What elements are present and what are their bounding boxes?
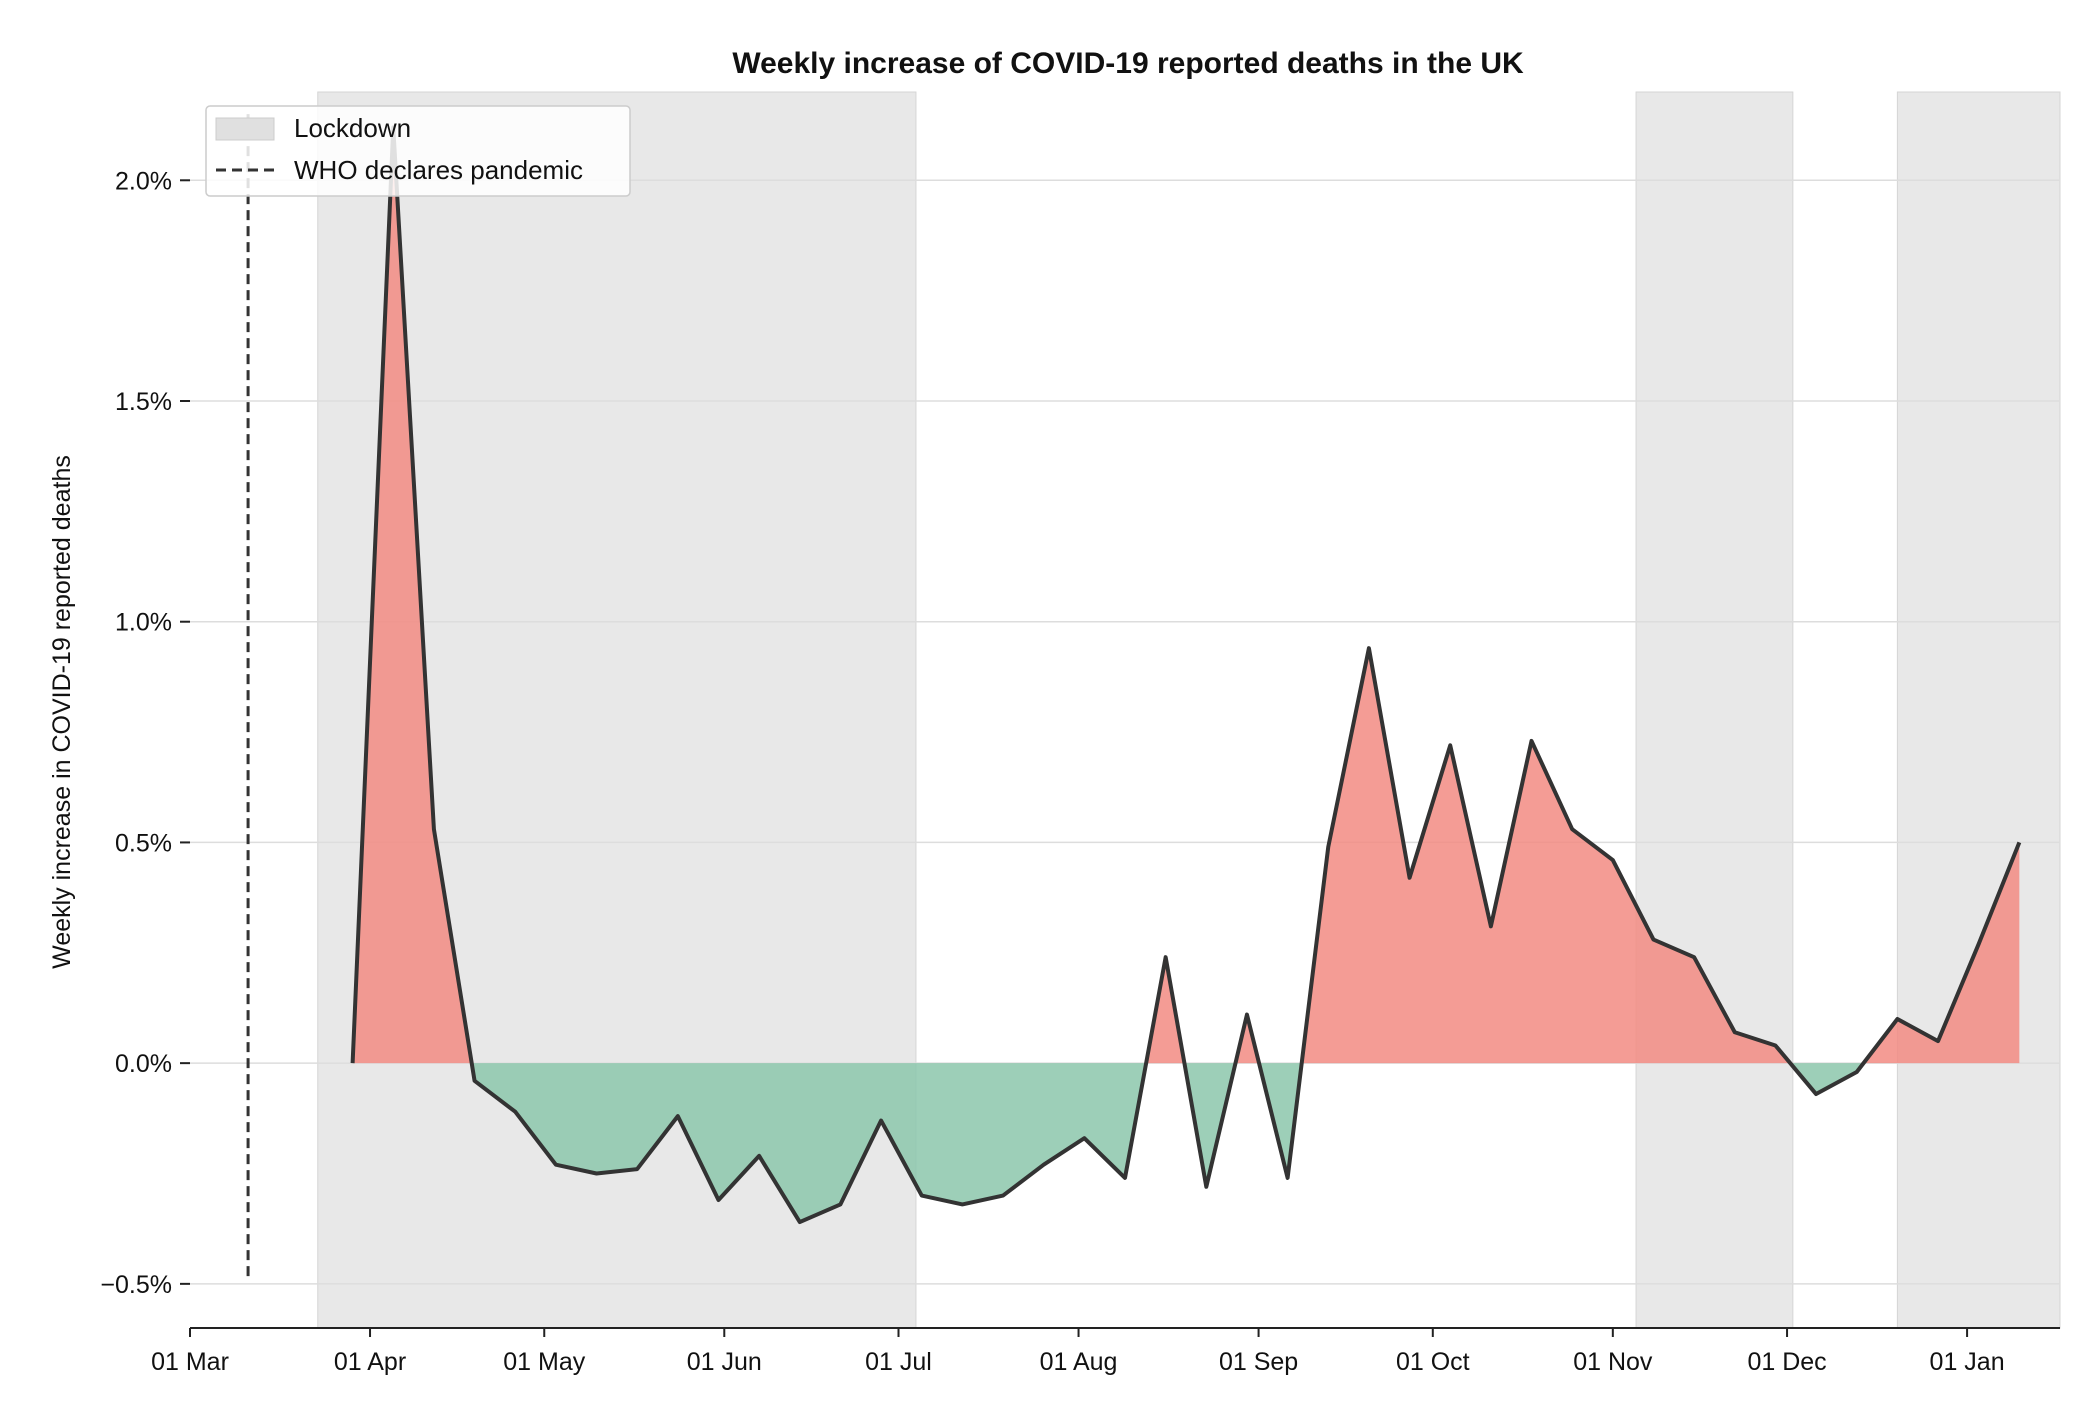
y-tick-label-2: 0.5% bbox=[115, 829, 172, 857]
x-tick-label-3: 01 Jun bbox=[687, 1348, 762, 1376]
positive-area-6 bbox=[1301, 648, 1791, 1064]
weekly-increase-line bbox=[350, 125, 2022, 1225]
positive-area-4 bbox=[1235, 1014, 1260, 1064]
positive-area-0 bbox=[352, 127, 472, 1064]
negative-area-3 bbox=[1184, 1063, 1236, 1187]
y-tick-label-0: −0.5% bbox=[100, 1271, 172, 1299]
x-tick-label-4: 01 Jul bbox=[865, 1348, 932, 1376]
y-axis-label: Weekly increase in COVID-19 reported dea… bbox=[48, 455, 76, 969]
area-fills bbox=[352, 127, 2020, 1223]
x-tick-label-9: 01 Dec bbox=[1747, 1348, 1826, 1376]
x-tick-label-7: 01 Oct bbox=[1396, 1348, 1470, 1376]
negative-area-7 bbox=[1790, 1063, 1864, 1095]
legend-swatch-lockdown bbox=[215, 117, 275, 141]
y-tick-label-3: 1.0% bbox=[115, 609, 172, 637]
legend-box bbox=[205, 105, 631, 197]
y-tick-label-4: 1.5% bbox=[115, 388, 172, 416]
x-tick-label-8: 01 Nov bbox=[1573, 1348, 1653, 1376]
x-tick-label-10: 01 Jan bbox=[1930, 1348, 2005, 1376]
x-tick-label-5: 01 Aug bbox=[1040, 1348, 1118, 1376]
x-tick-label-1: 01 Apr bbox=[334, 1348, 406, 1376]
y-tick-label-5: 2.0% bbox=[115, 167, 172, 195]
legend-label-who: WHO declares pandemic bbox=[294, 155, 583, 185]
positive-area-8 bbox=[1863, 842, 2020, 1064]
lockdown-band-2 bbox=[1896, 91, 2061, 1329]
x-tick-label-0: 01 Mar bbox=[151, 1348, 229, 1376]
negative-area-1 bbox=[471, 1063, 1147, 1223]
chart-title: Weekly increase of COVID-19 reported dea… bbox=[732, 47, 1524, 80]
lockdown-band-1 bbox=[1635, 91, 1794, 1329]
legend-label-lockdown: Lockdown bbox=[294, 113, 411, 143]
y-tick-label-1: 0.0% bbox=[115, 1050, 172, 1078]
lockdown-bands bbox=[317, 91, 2061, 1329]
positive-area-2 bbox=[1146, 957, 1185, 1064]
series-lines bbox=[350, 125, 2022, 1225]
x-tick-label-6: 01 Sep bbox=[1219, 1348, 1298, 1376]
axes: 01 Mar 01 Apr 01 May 01 Jun 01 Jul 01 Aug 01 S… bbox=[100, 167, 2060, 1376]
legend: Lockdown WHO declares pandemic bbox=[205, 105, 631, 197]
x-tick-label-2: 01 May bbox=[503, 1348, 585, 1376]
